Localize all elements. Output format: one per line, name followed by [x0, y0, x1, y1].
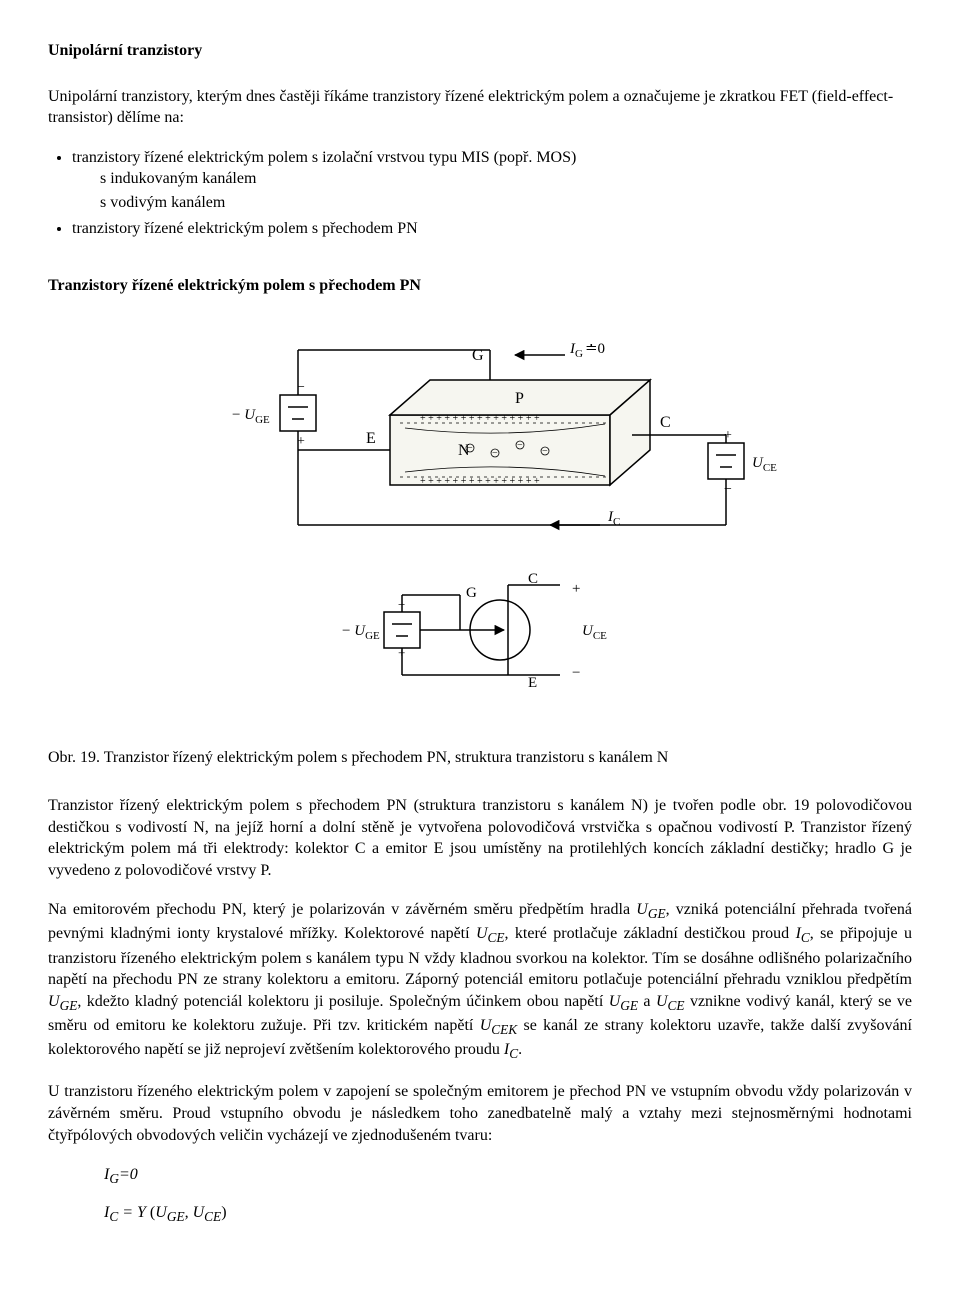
svg-text:+: + — [572, 581, 580, 597]
figure-caption: Obr. 19. Tranzistor řízený elektrickým p… — [48, 747, 912, 769]
figure: P N −−−− + + + + + + + + + + + + + + + +… — [48, 325, 912, 712]
svg-text:+: + — [398, 645, 405, 660]
uge-label-1: − UGE — [232, 407, 270, 426]
sublist-item: s vodivým kanálem — [100, 192, 912, 214]
uce-label-1: UCE — [752, 455, 777, 474]
g-label-2: G — [466, 585, 477, 601]
page-title: Unipolární tranzistory — [48, 40, 912, 62]
e-label: E — [366, 430, 376, 447]
equation: IC = Y (UGE, UCE) — [48, 1202, 912, 1226]
list-item-label: tranzistory řízené elektrickým polem s p… — [72, 220, 418, 237]
e-label-2: E — [528, 675, 537, 691]
svg-text:−: − — [517, 440, 523, 451]
svg-text:−: − — [542, 446, 548, 457]
svg-text:+ + + + + + + + + + + + + + +: + + + + + + + + + + + + + + + — [420, 476, 540, 487]
svg-text:−: − — [724, 482, 732, 497]
list-item: tranzistory řízené elektrickým polem s p… — [72, 218, 912, 240]
equation: IG=0 — [48, 1164, 912, 1188]
ig-label: IG≐0 — [569, 341, 605, 360]
svg-text:−: − — [572, 665, 580, 681]
svg-text:−: − — [492, 448, 498, 459]
uge-label-2: − UGE — [342, 623, 380, 642]
list-item-label: tranzistory řízené elektrickým polem s i… — [72, 149, 576, 166]
sublist: s indukovaným kanálem s vodivým kanálem — [72, 168, 912, 213]
c-label: C — [660, 414, 671, 431]
body-paragraph: U tranzistoru řízeného elektrickým polem… — [48, 1081, 912, 1146]
classification-list: tranzistory řízené elektrickým polem s i… — [48, 147, 912, 239]
uce-label-2: UCE — [582, 623, 607, 642]
svg-text:−: − — [398, 597, 405, 612]
section-heading: Tranzistory řízené elektrickým polem s p… — [48, 275, 912, 297]
svg-text:+ + + + + + + + + + + + + + +: + + + + + + + + + + + + + + + — [420, 413, 540, 424]
transistor-diagram: P N −−−− + + + + + + + + + + + + + + + +… — [170, 325, 790, 705]
svg-text:−: − — [467, 443, 473, 454]
sublist-item: s indukovaným kanálem — [100, 168, 912, 190]
list-item: tranzistory řízené elektrickým polem s i… — [72, 147, 912, 214]
c-label-2: C — [528, 571, 538, 587]
body-paragraph: Na emitorovém přechodu PN, který je pola… — [48, 899, 912, 1063]
intro-paragraph: Unipolární tranzistory, kterým dnes čast… — [48, 86, 912, 129]
body-paragraph: Tranzistor řízený elektrickým polem s př… — [48, 795, 912, 881]
p-label: P — [515, 390, 524, 407]
